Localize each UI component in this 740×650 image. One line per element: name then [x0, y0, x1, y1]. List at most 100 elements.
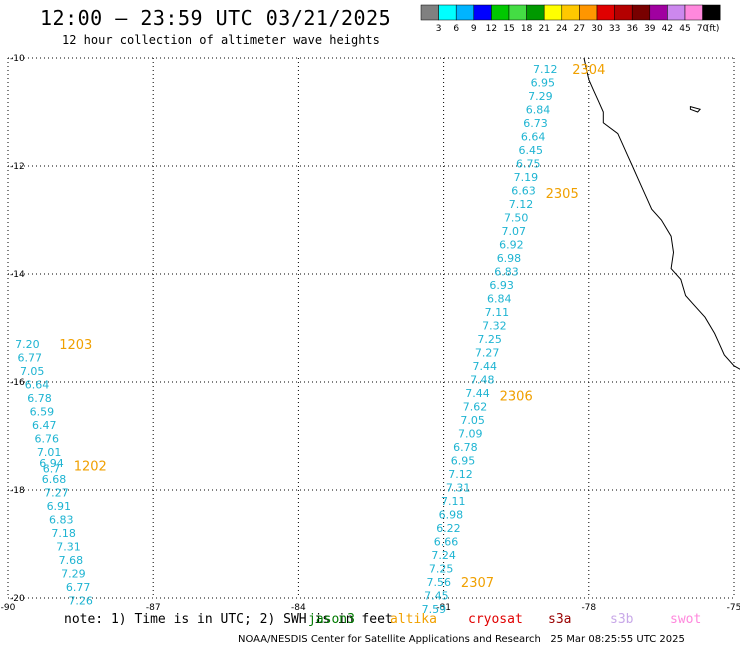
pass-label: 2304 [572, 63, 605, 78]
pass-group-2307: 7.567.457.59 2307 [422, 576, 494, 615]
wave-height-value: 7.68 [59, 554, 84, 567]
wave-height-value: 6.77 [18, 352, 43, 365]
wave-height-value: 7.01 [37, 446, 62, 459]
pass-group-2304: 7.126.957.296.846.736.646.456.75 2304 [516, 63, 605, 171]
pass-group-1203: 7.206.777.056.646.786.596.476.76 1203 [15, 338, 92, 446]
wave-height-value: 7.32 [482, 319, 507, 332]
wave-height-value: 7.25 [429, 562, 454, 575]
x-tick-label: -84 [291, 603, 306, 613]
pass-group-2306: 7.447.627.057.096.786.957.127.317.116.98… [429, 387, 533, 576]
y-tick-label: -18 [10, 486, 25, 496]
wave-height-value: 6.78 [27, 392, 52, 405]
wave-height-value: 7.05 [460, 414, 485, 427]
wave-height-value: 6.78 [453, 441, 478, 454]
color-scale-label: 39 [644, 24, 656, 34]
satellite-altika: altika [390, 612, 437, 627]
page-title: 12:00 — 23:59 UTC 03/21/2025 [40, 6, 392, 30]
wave-height-value: 6.47 [32, 419, 57, 432]
wave-height-value: 6.45 [518, 144, 543, 157]
wave-height-value: 6.59 [30, 406, 55, 419]
wave-height-value: 7.31 [446, 481, 471, 494]
wave-height-value: 6.63 [511, 184, 536, 197]
satellite-cryosat: cryosat [468, 612, 523, 627]
color-scale-label: 33 [609, 24, 620, 34]
wave-height-value: 7.29 [528, 90, 553, 103]
color-scale-label: 36 [626, 24, 638, 34]
pass-label: 1202 [74, 460, 107, 475]
footer-note: note: 1) Time is in UTC; 2) SWH is in fe… [0, 612, 740, 630]
wave-height-map: -90 -87 -84 -81 -78 -75 -10 -12 -14 -16 -18 -20 7.20… [1, 54, 740, 615]
color-scale-label: 3 [436, 24, 442, 34]
coastline [583, 57, 740, 370]
pass-label: 2305 [546, 187, 579, 202]
wave-height-value: 7.07 [502, 225, 527, 238]
wave-height-value: 7.45 [424, 589, 449, 602]
wave-height-value: 6.98 [439, 508, 464, 521]
color-scale-label: 21 [538, 24, 549, 34]
wave-height-value: 7.18 [51, 527, 76, 540]
wave-height-value: 7.11 [441, 495, 466, 508]
wave-height-value: 7.59 [422, 603, 447, 615]
color-scale-label: 42 [662, 24, 673, 34]
pass-label: 1203 [59, 338, 92, 353]
wave-height-value: 7.29 [61, 568, 86, 581]
wave-height-value: 6.95 [451, 454, 476, 467]
wave-height-value: 6.73 [523, 117, 548, 130]
wave-height-value: 6.91 [47, 500, 72, 513]
satellite-swot: swot [670, 612, 702, 627]
wave-height-value: 7.09 [458, 427, 483, 440]
wave-height-value: 6.7 [43, 462, 61, 475]
x-tick-label: -75 [727, 603, 740, 613]
island-outline [689, 105, 702, 113]
wave-height-value: 7.24 [431, 549, 456, 562]
pass-group-1202: 7.016.946.76.687.276.916.837.187.317.687… [37, 446, 107, 608]
wave-height-value: 6.98 [497, 252, 522, 265]
wave-height-value: 6.83 [49, 514, 74, 527]
wave-height-value: 6.95 [531, 76, 556, 89]
wave-height-value: 7.12 [448, 468, 473, 481]
wave-height-value: 7.56 [427, 576, 452, 589]
credit-line: NOAA/NESDIS Center for Satellite Applica… [238, 634, 685, 645]
wave-height-value: 6.64 [25, 379, 50, 392]
wave-height-value: 6.83 [494, 265, 519, 278]
page-subtitle: 12 hour collection of altimeter wave hei… [62, 33, 380, 47]
wave-height-value: 7.11 [485, 306, 510, 319]
wave-height-value: 6.68 [42, 473, 67, 486]
color-scale-label: 70 [697, 24, 709, 34]
y-tick-label: -20 [10, 594, 25, 604]
wave-height-value: 6.84 [487, 292, 512, 305]
wave-height-value: 7.48 [470, 373, 495, 386]
color-scale-label: 6 [453, 24, 459, 34]
wave-height-value: 7.25 [477, 333, 502, 346]
pass-group-2305: 7.196.637.127.507.076.926.986.836.936.84… [470, 171, 579, 386]
x-tick-label: -87 [146, 603, 161, 613]
wave-height-value: 7.12 [509, 198, 534, 211]
wave-height-value: 6.84 [526, 103, 551, 116]
color-scale-bar: 3 6 9 12 15 18 21 24 27 30 33 36 39 42 45 70(ft) [420, 4, 721, 34]
color-scale-label: 45 [679, 24, 690, 34]
y-tick-label: -16 [10, 378, 25, 388]
wave-height-value: 7.12 [533, 63, 558, 76]
wave-height-value: 6.76 [34, 433, 59, 446]
satellite-s3a: s3a [548, 612, 572, 627]
color-scale-label: 15 [503, 24, 514, 34]
satellite-jason3: jason3 [308, 612, 355, 627]
x-tick-label: -90 [1, 603, 16, 613]
wave-height-value: 7.44 [472, 360, 497, 373]
wave-height-value: 6.64 [521, 130, 546, 143]
wave-height-value: 6.94 [39, 457, 64, 470]
x-tick-label: -78 [581, 603, 596, 613]
color-scale-label: 18 [521, 24, 533, 34]
wave-height-value: 7.26 [68, 595, 93, 608]
x-tick-label: -81 [436, 603, 451, 613]
wave-height-value: 6.93 [489, 279, 514, 292]
wave-height-value: 7.05 [20, 365, 45, 378]
wave-height-value: 6.75 [516, 157, 541, 170]
wave-height-value: 6.92 [499, 238, 524, 251]
pass-label: 2306 [500, 390, 533, 405]
pass-label: 2307 [461, 576, 494, 591]
color-scale-label: 12 [486, 24, 497, 34]
y-tick-label: -14 [10, 270, 25, 280]
satellite-s3b: s3b [610, 612, 634, 627]
